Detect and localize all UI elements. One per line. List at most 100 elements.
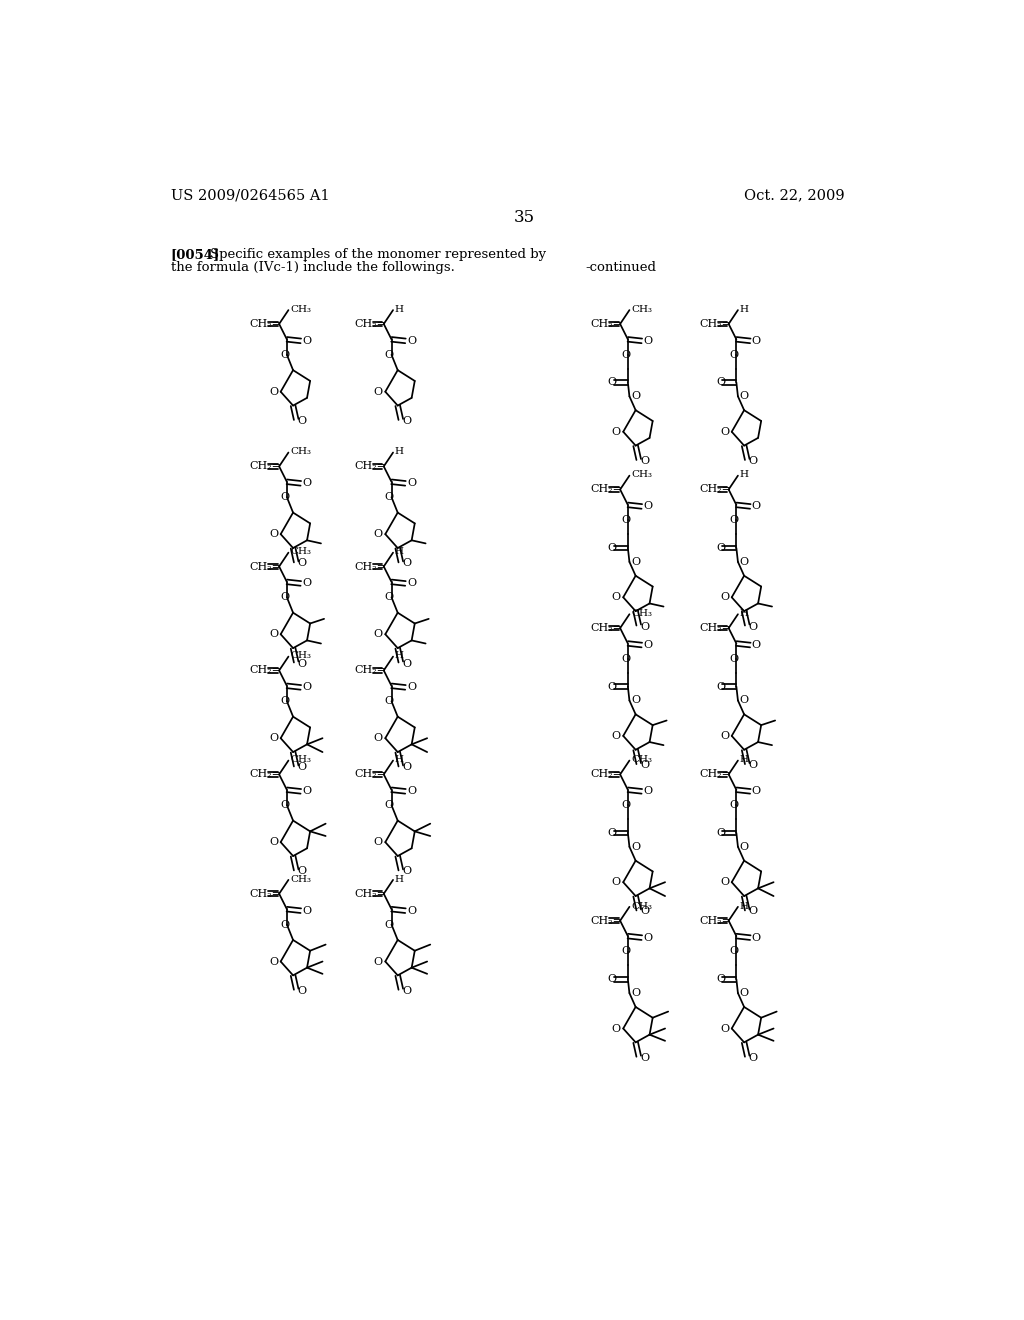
Text: O: O xyxy=(385,696,393,706)
Text: O: O xyxy=(280,593,289,602)
Text: CH₂=: CH₂= xyxy=(591,319,623,329)
Text: O: O xyxy=(402,763,412,772)
Text: O: O xyxy=(739,696,749,705)
Text: O: O xyxy=(611,593,621,602)
Text: O: O xyxy=(407,478,416,488)
Text: O: O xyxy=(729,653,738,664)
Text: O: O xyxy=(607,974,616,985)
Text: O: O xyxy=(720,1023,729,1034)
Text: O: O xyxy=(385,492,393,502)
Text: O: O xyxy=(621,800,630,810)
Text: O: O xyxy=(631,696,640,705)
Text: O: O xyxy=(621,515,630,525)
Text: O: O xyxy=(643,640,652,649)
Text: O: O xyxy=(739,989,749,998)
Text: O: O xyxy=(385,920,393,929)
Text: O: O xyxy=(643,502,652,511)
Text: O: O xyxy=(611,731,621,741)
Text: O: O xyxy=(643,933,652,942)
Text: O: O xyxy=(607,543,616,553)
Text: O: O xyxy=(607,378,616,388)
Text: O: O xyxy=(402,866,412,876)
Text: O: O xyxy=(729,350,738,360)
Text: O: O xyxy=(302,478,311,488)
Text: the formula (IVc-1) include the followings.: the formula (IVc-1) include the followin… xyxy=(171,261,455,275)
Text: O: O xyxy=(269,529,279,539)
Text: O: O xyxy=(280,920,289,929)
Text: O: O xyxy=(631,989,640,998)
Text: O: O xyxy=(385,593,393,602)
Text: O: O xyxy=(302,682,311,693)
Text: O: O xyxy=(729,800,738,810)
Text: O: O xyxy=(302,578,311,589)
Text: O: O xyxy=(716,828,725,838)
Text: CH₂=: CH₂= xyxy=(699,319,731,329)
Text: O: O xyxy=(739,842,749,851)
Text: O: O xyxy=(407,787,416,796)
Text: O: O xyxy=(374,957,383,966)
Text: O: O xyxy=(631,391,640,401)
Text: CH₂=: CH₂= xyxy=(591,484,623,495)
Text: O: O xyxy=(374,630,383,639)
Text: O: O xyxy=(298,416,307,426)
Text: CH₂=: CH₂= xyxy=(250,462,282,471)
Text: O: O xyxy=(631,557,640,566)
Text: O: O xyxy=(716,681,725,692)
Text: Specific examples of the monomer represented by: Specific examples of the monomer represe… xyxy=(210,248,546,261)
Text: O: O xyxy=(752,335,761,346)
Text: CH₂=: CH₂= xyxy=(591,623,623,634)
Text: O: O xyxy=(374,387,383,397)
Text: O: O xyxy=(298,763,307,772)
Text: O: O xyxy=(280,350,289,360)
Text: O: O xyxy=(640,760,649,770)
Text: H: H xyxy=(394,875,403,883)
Text: O: O xyxy=(749,1053,758,1063)
Text: -continued: -continued xyxy=(586,261,656,275)
Text: H: H xyxy=(394,755,403,764)
Text: O: O xyxy=(729,946,738,957)
Text: O: O xyxy=(407,906,416,916)
Text: CH₂=: CH₂= xyxy=(250,665,282,676)
Text: O: O xyxy=(385,800,393,810)
Text: CH₃: CH₃ xyxy=(290,305,311,314)
Text: CH₂=: CH₂= xyxy=(699,770,731,779)
Text: CH₂=: CH₂= xyxy=(250,561,282,572)
Text: O: O xyxy=(739,391,749,401)
Text: O: O xyxy=(752,502,761,511)
Text: O: O xyxy=(280,696,289,706)
Text: CH₂=: CH₂= xyxy=(354,462,386,471)
Text: O: O xyxy=(749,760,758,770)
Text: CH₂=: CH₂= xyxy=(354,319,386,329)
Text: O: O xyxy=(752,933,761,942)
Text: CH₃: CH₃ xyxy=(290,755,311,764)
Text: O: O xyxy=(298,659,307,668)
Text: O: O xyxy=(720,731,729,741)
Text: O: O xyxy=(302,906,311,916)
Text: CH₂=: CH₂= xyxy=(591,916,623,925)
Text: O: O xyxy=(729,515,738,525)
Text: CH₂=: CH₂= xyxy=(591,770,623,779)
Text: O: O xyxy=(752,787,761,796)
Text: O: O xyxy=(640,455,649,466)
Text: O: O xyxy=(749,455,758,466)
Text: O: O xyxy=(298,986,307,995)
Text: CH₃: CH₃ xyxy=(631,470,652,479)
Text: O: O xyxy=(269,387,279,397)
Text: O: O xyxy=(716,974,725,985)
Text: O: O xyxy=(402,986,412,995)
Text: O: O xyxy=(611,1023,621,1034)
Text: O: O xyxy=(716,543,725,553)
Text: H: H xyxy=(739,755,749,764)
Text: O: O xyxy=(402,558,412,569)
Text: O: O xyxy=(621,946,630,957)
Text: CH₃: CH₃ xyxy=(631,609,652,618)
Text: O: O xyxy=(640,622,649,631)
Text: O: O xyxy=(643,335,652,346)
Text: O: O xyxy=(402,416,412,426)
Text: O: O xyxy=(607,681,616,692)
Text: O: O xyxy=(407,578,416,589)
Text: O: O xyxy=(749,907,758,916)
Text: CH₂=: CH₂= xyxy=(699,916,731,925)
Text: O: O xyxy=(640,1053,649,1063)
Text: O: O xyxy=(607,828,616,838)
